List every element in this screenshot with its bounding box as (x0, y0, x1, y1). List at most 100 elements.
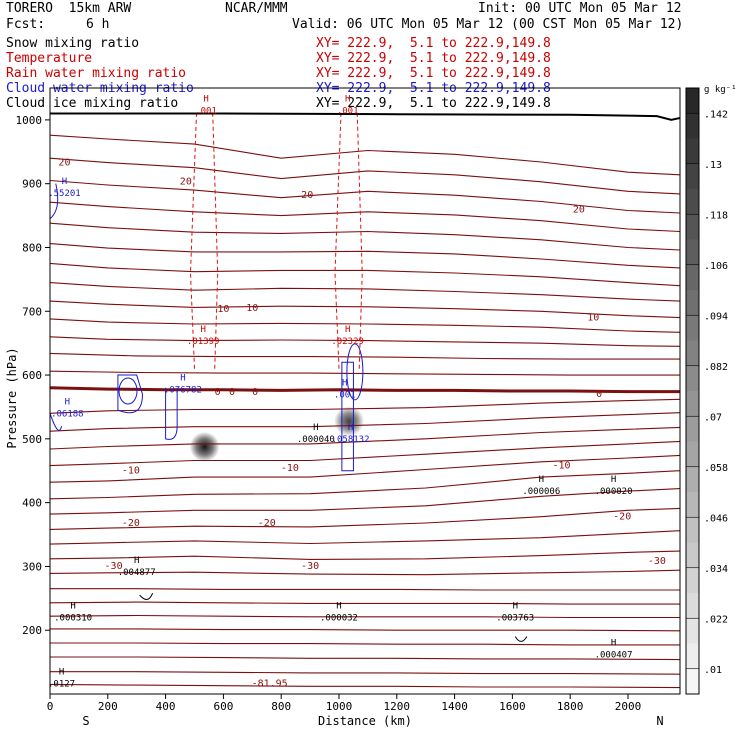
max-value-label-1: .004877 (118, 568, 156, 578)
y-tick-label-6: 800 (22, 241, 42, 254)
rain-contour-left-1 (334, 113, 342, 369)
max-value-label-2: .000032 (320, 614, 358, 624)
isotherm-22 (50, 336, 680, 347)
max-marker-7: H (313, 423, 318, 433)
legend-snow-xy: XY= 222.9, 5.1 to 222.9,149.8 (316, 36, 551, 51)
north-end-label: N (656, 714, 663, 728)
isotherm-25 (50, 282, 680, 302)
cloud-water-contour-6 (50, 183, 59, 220)
cloud-water-contour-5 (50, 413, 63, 431)
max-value-label-11: .001 (334, 390, 356, 400)
y-tick-label-3: 500 (22, 433, 42, 446)
max-value-label-13: .02329 (331, 337, 364, 347)
isotherm-4 (50, 628, 680, 632)
isotherm-label-1: -30 (105, 561, 123, 572)
forecast-label: Fcst: (6, 17, 46, 32)
cloud-water-contour-2 (165, 387, 178, 440)
x-tick-label-7: 1400 (441, 700, 468, 713)
max-marker-8: H (348, 423, 353, 433)
isotherm-label-6: -20 (613, 511, 631, 522)
plot-frame (49, 87, 681, 695)
max-marker-12: H (200, 325, 205, 335)
isotherm-label-4: -20 (122, 518, 140, 529)
colorbar-frame (685, 87, 700, 695)
colorbar-swatch-1 (686, 113, 699, 139)
max-value-label-0: .000310 (54, 614, 92, 624)
colorbar-swatch-2 (686, 138, 699, 165)
isotherm-24 (50, 300, 680, 319)
isotherm-label-20: 0 (215, 387, 221, 398)
isotherm-label-18: 20 (301, 190, 313, 201)
isotherm-label-12: 0 (596, 389, 602, 400)
colorbar-label-11: .01 (704, 665, 722, 676)
colorbar-swatch-6 (686, 239, 699, 266)
center-title: NCAR/MMM (225, 1, 288, 16)
cloud-ice-contour-1 (514, 636, 528, 642)
max-value-label-17: .0127 (48, 679, 75, 689)
max-value-label-14: .55201 (48, 189, 81, 199)
legend-rain-xy: XY= 222.9, 5.1 to 222.9,149.8 (316, 66, 551, 81)
cloud-ice-contour-0 (139, 593, 154, 600)
max-marker-2: H (336, 602, 341, 612)
isotherm-18 (50, 398, 680, 414)
legend-cloud-ice: Cloud ice mixing ratio (6, 96, 179, 111)
colorbar-label-9: .034 (704, 564, 728, 575)
isotherm-label-0: -81.95 (252, 679, 288, 690)
max-marker-16: H (345, 95, 350, 105)
max-marker-1: H (134, 556, 139, 566)
isotherm-label-5: -20 (258, 518, 276, 529)
y-tick-label-0: 200 (22, 624, 42, 637)
max-marker-11: H (342, 378, 347, 388)
isotherm-14 (50, 454, 680, 483)
colorbar-swatch-10 (686, 340, 699, 367)
isotherm-label-19: 20 (573, 205, 585, 216)
isotherm-label-11: 0 (252, 387, 258, 398)
colorbar-swatch-9 (686, 315, 699, 341)
colorbar-swatch-11 (686, 365, 699, 392)
colorbar-label-7: .058 (704, 463, 728, 474)
max-value-label-4: .000407 (595, 651, 633, 661)
isotherm-5 (50, 614, 680, 619)
max-marker-5: H (539, 475, 544, 485)
x-tick-label-0: 0 (47, 700, 54, 713)
max-marker-14: H (62, 177, 67, 187)
max-marker-9: H (65, 398, 70, 408)
isotherm-9 (50, 550, 680, 560)
forecast-hours: 6 h (86, 17, 110, 32)
isotherm-label-8: -10 (281, 463, 299, 474)
x-tick-label-8: 1600 (499, 700, 526, 713)
isotherm-label-14: 10 (246, 303, 258, 314)
y-tick-label-1: 300 (22, 560, 42, 573)
y-tick-label-5: 700 (22, 305, 42, 318)
max-value-label-12: .01399 (187, 337, 220, 347)
max-marker-6: H (611, 475, 616, 485)
colorbar-swatch-7 (686, 264, 699, 291)
isotherm-label-17: 20 (180, 176, 192, 187)
isotherm-29 (50, 201, 680, 233)
terrain-line (50, 112, 680, 121)
legend-snow: Snow mixing ratio (6, 36, 140, 51)
x-tick-label-9: 1800 (557, 700, 584, 713)
y-tick-label-7: 900 (22, 178, 42, 191)
isotherm-28 (50, 222, 680, 251)
south-end-label: S (82, 714, 89, 728)
isotherm-label-15: 10 (587, 312, 599, 323)
max-marker-3: H (513, 602, 518, 612)
max-marker-4: H (611, 639, 616, 649)
zero-isotherm (50, 386, 680, 394)
isotherm-26 (50, 262, 680, 287)
isotherm-6 (50, 601, 680, 605)
max-marker-17: H (59, 667, 64, 677)
max-marker-15: H (203, 95, 208, 105)
legend-cloud-ice-xy: XY= 222.9, 5.1 to 222.9,149.8 (316, 96, 551, 111)
x-tick-label-2: 400 (156, 700, 176, 713)
isotherm-11 (50, 507, 680, 530)
colorbar-swatch-12 (686, 391, 699, 417)
isotherm-label-16: 20 (58, 157, 70, 168)
max-value-label-7: .000040 (297, 435, 335, 445)
init-time: Init: 00 UTC Mon 05 Mar 12 (478, 1, 682, 16)
colorbar-label-4: .094 (704, 311, 728, 322)
isotherm-1 (50, 671, 680, 675)
colorbar-swatch-8 (686, 290, 699, 316)
isotherm-20 (50, 370, 680, 376)
